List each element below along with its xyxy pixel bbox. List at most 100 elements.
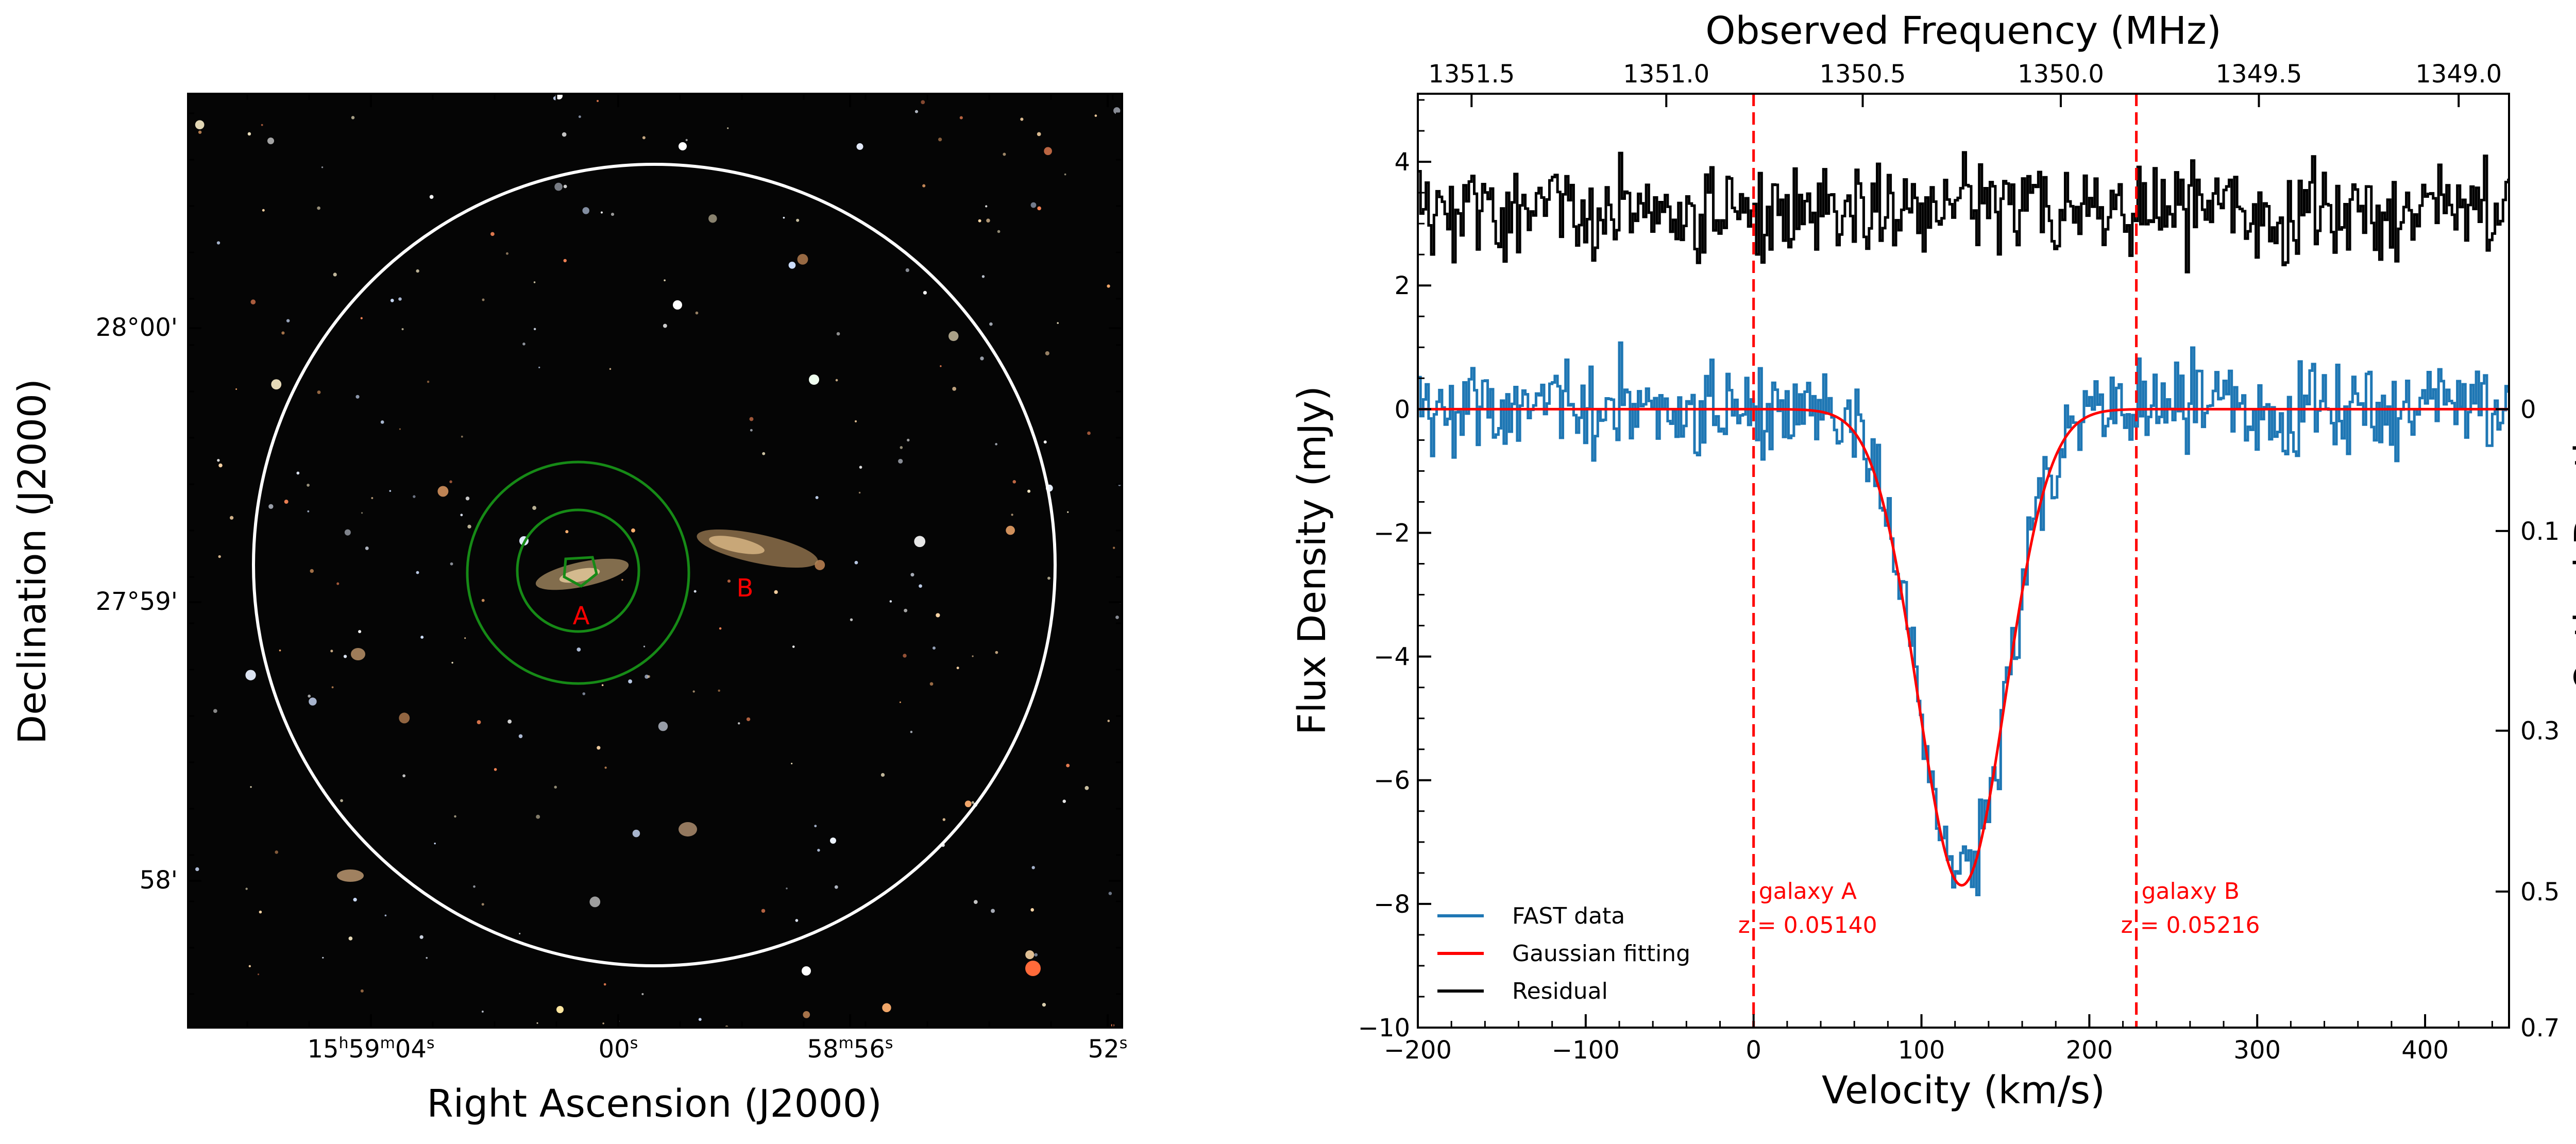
background-star [980, 356, 984, 361]
background-star [1044, 147, 1052, 156]
background-star [859, 466, 862, 469]
background-star [522, 343, 526, 346]
background-star [563, 259, 567, 263]
background-star [308, 694, 311, 698]
background-star [582, 207, 590, 214]
background-star [390, 298, 394, 302]
background-star [1094, 114, 1097, 117]
background-star [1112, 547, 1115, 549]
optical-depth-tick-label: 0 [2520, 395, 2536, 424]
velocity-tick-label: 400 [2401, 1036, 2449, 1065]
background-star [1067, 511, 1069, 513]
background-star [519, 933, 521, 935]
background-star [261, 124, 263, 126]
background-star [948, 331, 959, 342]
background-star [361, 512, 363, 514]
background-star [310, 569, 314, 573]
background-star [565, 530, 569, 534]
spectrum-frame [1417, 93, 2510, 1029]
background-star [461, 435, 463, 438]
hi-contour-outer [466, 460, 690, 685]
background-star [762, 452, 766, 455]
background-star [1030, 202, 1037, 208]
background-star [971, 801, 974, 804]
background-star [578, 115, 581, 118]
background-star [371, 497, 374, 499]
background-star [426, 957, 428, 959]
background-star [330, 650, 333, 653]
background-star [554, 786, 557, 789]
sky-image-background [188, 94, 1122, 1028]
frequency-tick-label: 1350.0 [2018, 60, 2104, 89]
background-star [481, 1011, 484, 1013]
background-star [245, 670, 256, 680]
background-star [1020, 117, 1024, 121]
background-star [309, 697, 317, 706]
fast-beam-circle [252, 163, 1057, 967]
background-star [964, 800, 972, 808]
background-star [936, 613, 940, 618]
background-star [1012, 480, 1016, 484]
background-star [749, 417, 754, 421]
background-star [536, 814, 540, 819]
background-star [1045, 351, 1049, 355]
background-star [250, 299, 256, 305]
star-field [195, 94, 1122, 1028]
background-star [307, 484, 310, 487]
background-star [218, 463, 223, 468]
hi-contour-middle [516, 508, 640, 633]
background-star [465, 496, 470, 501]
background-star [344, 529, 351, 536]
bright-star [673, 300, 682, 310]
background-star [835, 379, 838, 382]
background-star [268, 504, 274, 509]
background-star [554, 182, 563, 191]
background-star [803, 1011, 810, 1018]
background-star [719, 627, 722, 630]
background-star [632, 829, 640, 838]
background-star [1084, 786, 1089, 790]
background-star [281, 331, 285, 335]
background-star [718, 689, 720, 692]
background-star [1006, 525, 1015, 535]
background-star [464, 637, 466, 639]
background-star [505, 252, 509, 255]
background-star [922, 184, 926, 187]
background-star [419, 935, 423, 939]
galaxy-b-core [709, 536, 765, 554]
background-star [1107, 720, 1110, 722]
residual-line [1418, 151, 2509, 274]
background-star [978, 219, 981, 223]
background-star [786, 887, 788, 890]
bright-star [802, 966, 811, 976]
legend-label-residual: Residual [1512, 978, 1608, 1004]
background-star [267, 137, 275, 145]
background-star [355, 395, 360, 399]
frequency-tick-labels: 1351.5 1351.0 1350.5 1350.0 1349.5 1349.… [1428, 60, 2502, 89]
background-star [972, 655, 974, 657]
background-star [940, 365, 942, 367]
background-star [933, 646, 936, 650]
sky-image-minor-ticks [188, 94, 1122, 1028]
bright-star [555, 94, 563, 99]
background-star [317, 390, 321, 394]
background-star [795, 919, 799, 922]
optical-depth-tick-label: 0.7 [2520, 1014, 2560, 1043]
background-star [1066, 763, 1070, 767]
bright-star [556, 1006, 564, 1013]
background-star [365, 547, 369, 550]
background-star [1113, 107, 1121, 114]
galaxy-b-marker-redshift: z = 0.05216 [2121, 912, 2260, 938]
background-star [815, 496, 819, 499]
background-star [905, 268, 909, 272]
velocity-axis-title: Velocity (km/s) [1822, 1068, 2105, 1113]
background-galaxy [351, 648, 365, 660]
background-star [647, 675, 650, 678]
background-star [343, 655, 347, 658]
background-star [399, 428, 401, 430]
background-star [340, 799, 343, 802]
background-star [429, 195, 434, 199]
background-star [854, 420, 857, 423]
background-star [1030, 908, 1035, 912]
background-star [473, 885, 476, 888]
